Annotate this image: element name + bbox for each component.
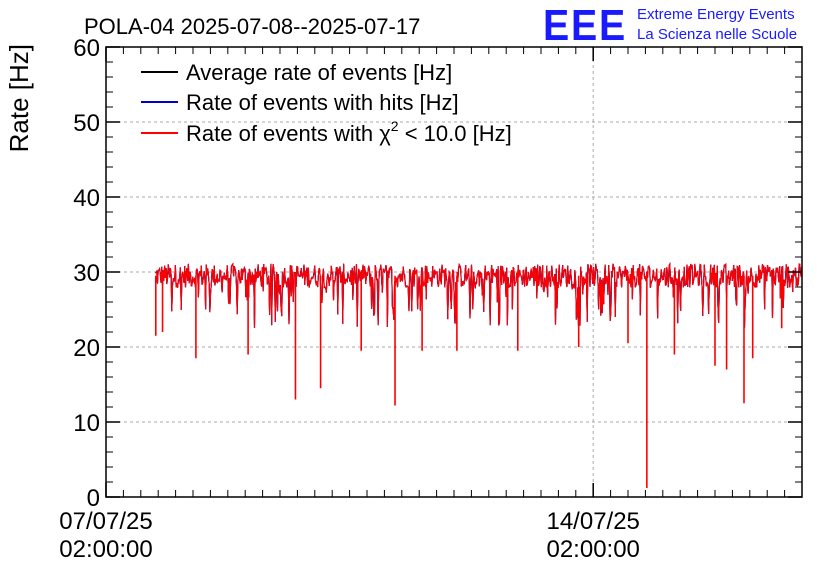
y-tick-label: 10 [73, 410, 100, 437]
legend-label-chi2: Rate of events with χ2 < 10.0 [Hz] [186, 118, 512, 146]
legend-chi2-superscript: 2 [391, 118, 399, 134]
series-line-chi2 [154, 262, 803, 328]
eee-logo: EEE Extreme Energy Events La Scienza nel… [543, 1, 797, 50]
chart-title: POLA-04 2025-07-08--2025-07-17 [84, 14, 420, 39]
x-tick-label-time: 02:00:00 [59, 536, 152, 563]
y-tick-label: 0 [87, 485, 100, 512]
legend-label-average: Average rate of events [Hz] [186, 60, 452, 85]
legend: Average rate of events [Hz] Rate of even… [141, 60, 512, 146]
y-tick-label: 40 [73, 185, 100, 212]
y-tick-label: 30 [73, 260, 100, 287]
grid-lines [106, 47, 802, 497]
x-tick-label-time: 02:00:00 [546, 536, 639, 563]
legend-chi2-prefix: Rate of events with [186, 121, 379, 146]
legend-chi2-suffix: < 10.0 [Hz] [399, 121, 512, 146]
axes: 010203040506007/07/2502:00:0014/07/2502:… [59, 35, 803, 563]
y-axis-label: Rate [Hz] [4, 44, 34, 152]
series-area [154, 262, 803, 488]
x-tick-label-date: 14/07/25 [546, 508, 639, 535]
y-tick-label: 60 [73, 35, 100, 62]
logo-line-1: Extreme Energy Events [637, 6, 795, 23]
logo-line-2: La Scienza nelle Scuole [637, 26, 797, 43]
x-tick-label-date: 07/07/25 [59, 508, 152, 535]
legend-chi2-symbol: χ [379, 121, 391, 146]
logo-mark: EEE [543, 1, 627, 50]
y-tick-label: 20 [73, 335, 100, 362]
y-tick-label: 50 [73, 110, 100, 137]
legend-label-hits: Rate of events with hits [Hz] [186, 90, 459, 115]
